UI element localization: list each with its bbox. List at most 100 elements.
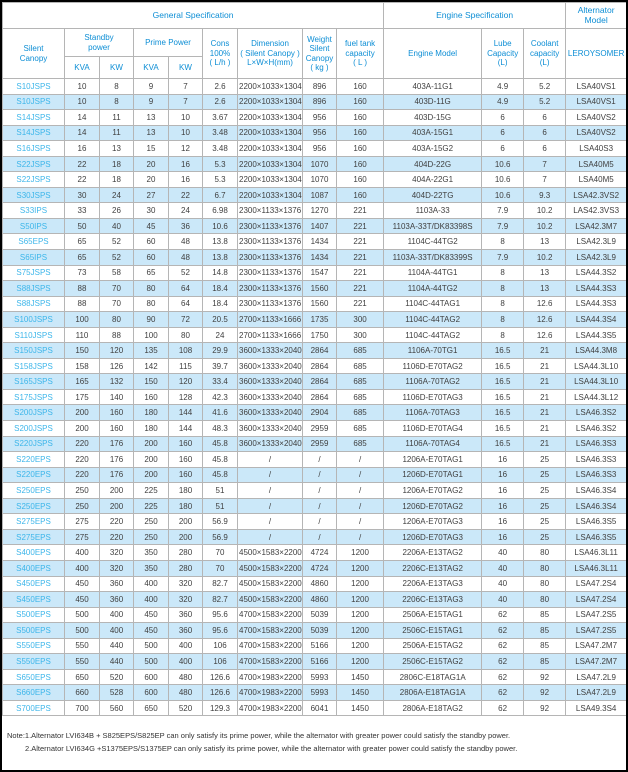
cons-cell: 56.9: [202, 528, 238, 546]
model-cell[interactable]: S175JSPS: [2, 388, 65, 406]
model-cell[interactable]: S22JSPS: [2, 155, 65, 173]
alternator-cell: LSA47.2S4: [565, 591, 626, 608]
coolant-capacity-cell: 80: [523, 575, 567, 593]
dimension-cell: /: [237, 528, 303, 546]
model-cell[interactable]: S158JSPS: [2, 357, 65, 375]
fuel-tank-cell: 685: [335, 388, 385, 406]
fuel-tank-cell: 300: [335, 311, 385, 328]
model-cell[interactable]: S88JSPS: [2, 295, 65, 313]
table-row: S175JSPS 175 140 160 128 42.3 3600×1333×2040 28…: [2, 388, 626, 406]
table-row: S220EPS 220 176 200 160 45.8///1206A-E70TAG1 1…: [2, 451, 626, 468]
header-engine-specification: Engine Specification: [383, 2, 567, 29]
model-cell[interactable]: S450EPS: [2, 591, 65, 608]
dimension-cell: 2200×1033×1304: [237, 140, 303, 157]
model-cell[interactable]: S150JSPS: [2, 342, 65, 359]
model-cell[interactable]: S400EPS: [2, 559, 65, 577]
standby-kw-cell: 24: [99, 186, 134, 204]
model-cell[interactable]: S65EPS: [2, 233, 65, 251]
model-cell[interactable]: S30JSPS: [2, 186, 65, 204]
model-cell[interactable]: S700EPS: [2, 699, 65, 717]
standby-kva-cell: 88: [64, 280, 100, 297]
model-cell[interactable]: S10JSPS: [2, 93, 65, 111]
cons-cell: 20.5: [202, 311, 238, 328]
lube-capacity-cell: 6: [481, 140, 525, 157]
table-row: S65EPS 65 52 60 48 13.8 2300×1133×1376 1434 221 1…: [2, 233, 626, 251]
model-cell[interactable]: S14JSPS: [2, 124, 65, 142]
coolant-capacity-cell: 21: [523, 420, 567, 437]
engine-model-cell: 1104C-44TAG2: [383, 311, 483, 328]
header-silent-canopy: Silent Canopy: [2, 28, 65, 79]
table-row: S200JSPS 200 160 180 144 41.6 3600×1333×2040 29…: [2, 404, 626, 422]
model-cell[interactable]: S14JSPS: [2, 109, 65, 126]
model-cell[interactable]: S550EPS: [2, 653, 65, 670]
model-cell[interactable]: S275EPS: [2, 528, 65, 546]
fuel-tank-cell: /: [335, 451, 385, 468]
model-cell[interactable]: S550EPS: [2, 637, 65, 655]
model-cell[interactable]: S165JSPS: [2, 373, 65, 390]
model-cell[interactable]: S660EPS: [2, 684, 65, 701]
model-cell[interactable]: S200JSPS: [2, 420, 65, 437]
standby-kw-cell: 320: [99, 544, 134, 561]
model-cell[interactable]: S110JSPS: [2, 326, 65, 344]
model-cell[interactable]: S500EPS: [2, 622, 65, 639]
weight-cell: 2864: [302, 373, 337, 390]
header-general-specification: General Specification: [2, 2, 385, 29]
weight-cell: 1270: [302, 202, 337, 219]
header-weight: Weight Silent Canopy ( kg ): [302, 28, 337, 79]
cons-cell: 106: [202, 653, 238, 670]
dimension-cell: 3600×1333×2040: [237, 420, 303, 437]
fuel-tank-cell: 1200: [335, 559, 385, 577]
model-cell[interactable]: S650EPS: [2, 668, 65, 686]
dimension-cell: 2700×1133×1666: [237, 326, 303, 344]
dimension-cell: 2200×1033×1304: [237, 93, 303, 111]
prime-kw-cell: 180: [168, 482, 203, 499]
model-cell[interactable]: S275EPS: [2, 513, 65, 530]
model-cell[interactable]: S88JSPS: [2, 280, 65, 297]
standby-kw-cell: 400: [99, 622, 134, 639]
model-cell[interactable]: S220EPS: [2, 451, 65, 468]
model-cell[interactable]: S16JSPS: [2, 140, 65, 157]
engine-model-cell: 1106D-E70TAG4: [383, 420, 483, 437]
table-row: S700EPS 700 560 650 520 129.3 4700×1983×2200 60…: [2, 699, 626, 717]
model-cell[interactable]: S220EPS: [2, 466, 65, 484]
model-cell[interactable]: S500EPS: [2, 606, 65, 624]
model-cell[interactable]: S75JSPS: [2, 264, 65, 282]
prime-kva-cell: 135: [133, 342, 169, 359]
header-prime-power: Prime Power: [133, 28, 203, 57]
prime-kva-cell: 45: [133, 217, 169, 235]
model-cell[interactable]: S250EPS: [2, 482, 65, 499]
model-cell[interactable]: S100JSPS: [2, 311, 65, 328]
dimension-cell: 4700×1983×2200: [237, 699, 303, 717]
coolant-capacity-cell: 9.3: [523, 186, 567, 204]
engine-model-cell: 1206D-E70TAG3: [383, 528, 483, 546]
standby-kva-cell: 88: [64, 295, 100, 313]
standby-kw-cell: 70: [99, 280, 134, 297]
model-cell[interactable]: S400EPS: [2, 544, 65, 561]
model-cell[interactable]: S450EPS: [2, 575, 65, 593]
prime-kva-cell: 500: [133, 653, 169, 670]
fuel-tank-cell: 221: [335, 217, 385, 235]
lube-capacity-cell: 8: [481, 264, 525, 282]
standby-kva-cell: 700: [64, 699, 100, 717]
standby-kva-cell: 22: [64, 155, 100, 173]
alternator-cell: LSA40S3: [565, 140, 626, 157]
prime-kva-cell: 200: [133, 466, 169, 484]
model-cell[interactable]: S10JSPS: [2, 78, 65, 95]
model-cell[interactable]: S22JSPS: [2, 171, 65, 188]
dimension-cell: 3600×1333×2040: [237, 435, 303, 453]
cons-cell: 51: [202, 497, 238, 515]
model-cell[interactable]: S200JSPS: [2, 404, 65, 422]
engine-model-cell: 1104A-44TG1: [383, 264, 483, 282]
table-row: S550EPS 550 440 500 400 106 4700×1583×2200 5166…: [2, 637, 626, 655]
weight-cell: /: [302, 482, 337, 499]
prime-kw-cell: 120: [168, 373, 203, 390]
header-standby-kw: KW: [99, 56, 134, 79]
prime-kva-cell: 90: [133, 311, 169, 328]
standby-kw-cell: 52: [99, 233, 134, 251]
model-cell[interactable]: S250EPS: [2, 497, 65, 515]
alternator-cell: LSA40M5: [565, 171, 626, 188]
model-cell[interactable]: S50IPS: [2, 217, 65, 235]
model-cell[interactable]: S65IPS: [2, 249, 65, 266]
model-cell[interactable]: S33IPS: [2, 202, 65, 219]
model-cell[interactable]: S220JSPS: [2, 435, 65, 453]
